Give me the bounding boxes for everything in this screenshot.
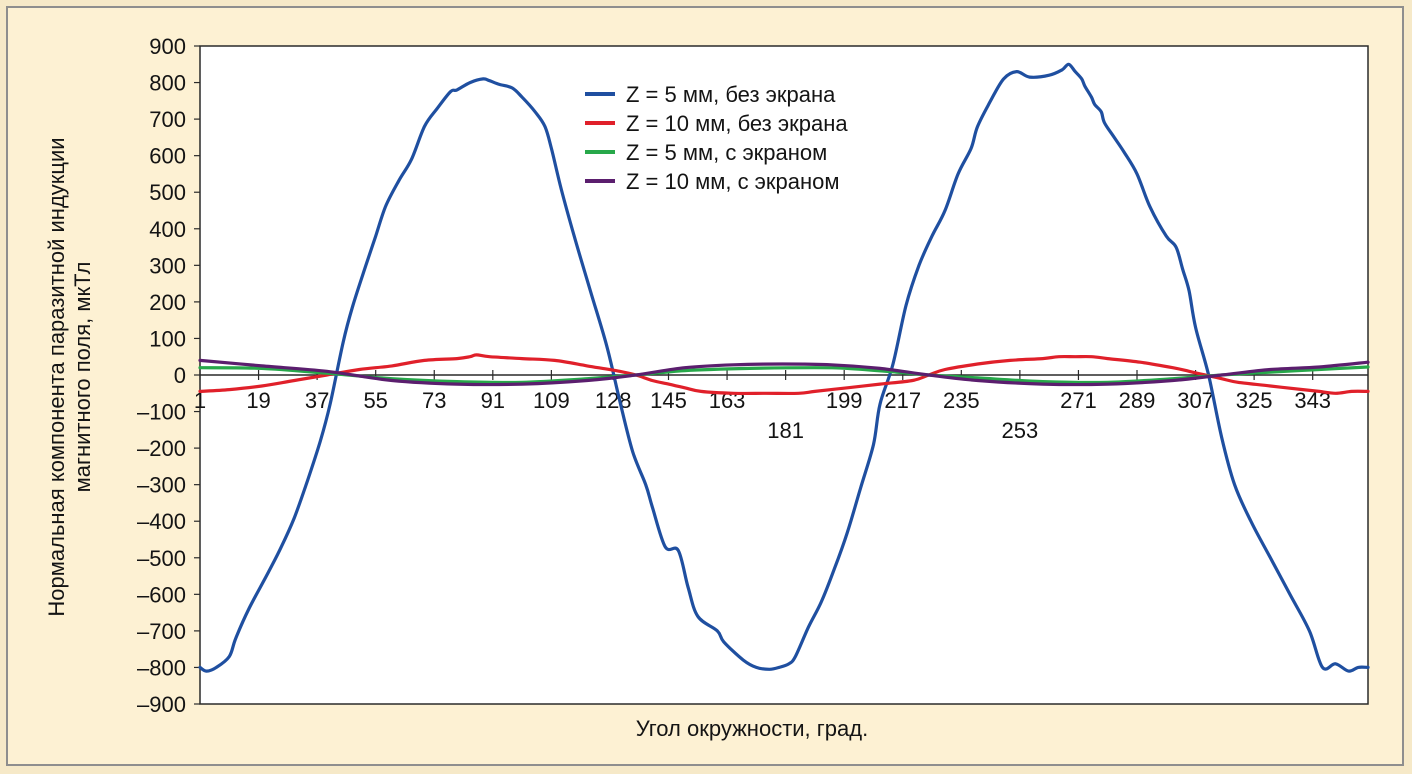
y-tick-label: 500: [149, 180, 186, 205]
y-tick-label: 800: [149, 71, 186, 96]
x-tick-label: 217: [884, 388, 921, 413]
legend-label: Z = 10 мм, с экраном: [626, 169, 840, 194]
y-tick-label: 100: [149, 326, 186, 351]
series-lines: [198, 62, 1370, 673]
x-tick-label: 109: [533, 388, 570, 413]
x-tick-label: 1: [194, 388, 206, 413]
y-tick-label: 200: [149, 290, 186, 315]
y-tick-label: –600: [137, 582, 186, 607]
x-tick-label: 145: [650, 388, 687, 413]
x-tick-label: 325: [1236, 388, 1273, 413]
x-tick-label: 37: [305, 388, 329, 413]
legend-label: Z = 10 мм, без экрана: [626, 111, 848, 136]
x-tick-label: 19: [246, 388, 270, 413]
x-tick-label: 128: [595, 388, 632, 413]
y-axis-title: Нормальная компонента паразитной индукци…: [44, 137, 95, 616]
x-tick-label: 253: [1002, 418, 1039, 443]
x-tick-label: 73: [422, 388, 446, 413]
y-tick-label: 600: [149, 144, 186, 169]
x-axis-title: Угол окружности, град.: [636, 716, 868, 741]
y-tick-label: –900: [137, 692, 186, 717]
x-tick-label: 199: [826, 388, 863, 413]
y-tick-label: –100: [137, 400, 186, 425]
x-tick-label: 307: [1177, 388, 1214, 413]
y-tick-label: –300: [137, 473, 186, 498]
x-tick-label: 289: [1119, 388, 1156, 413]
y-axis-title-line-2: магнитного поля, мкТл: [70, 262, 95, 493]
series-line-1: [198, 62, 1370, 673]
y-tick-label: 700: [149, 107, 186, 132]
legend-label: Z = 5 мм, с экраном: [626, 140, 827, 165]
y-tick-label: 300: [149, 253, 186, 278]
series-line-4: [198, 358, 1370, 387]
y-tick-label: –700: [137, 619, 186, 644]
y-tick-label: –800: [137, 655, 186, 680]
y-tick-label: 0: [174, 363, 186, 388]
x-tick-label: 235: [943, 388, 980, 413]
x-tick-label: 55: [363, 388, 387, 413]
y-tick-label: 400: [149, 217, 186, 242]
x-tick-label: 91: [481, 388, 505, 413]
y-tick-label: –500: [137, 546, 186, 571]
legend-label: Z = 5 мм, без экрана: [626, 82, 836, 107]
y-tick-label: 900: [149, 34, 186, 59]
legend: Z = 5 мм, без экрана Z = 10 мм, без экран…: [585, 82, 848, 194]
y-axis-title-line-1: Нормальная компонента паразитной индукци…: [44, 137, 69, 616]
y-tick-label: –200: [137, 436, 186, 461]
x-tick-label: 271: [1060, 388, 1097, 413]
x-tick-label: 181: [767, 418, 804, 443]
y-tick-label: –400: [137, 509, 186, 534]
